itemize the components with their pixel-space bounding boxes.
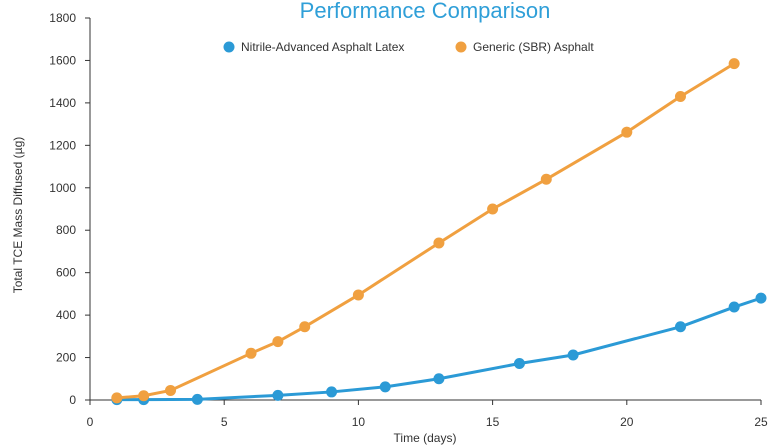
y-tick-label: 1200 <box>49 138 76 152</box>
y-axis-title: Total TCE Mass Diffused (µg) <box>11 137 25 294</box>
y-tick-label: 1800 <box>49 11 76 25</box>
data-point-sbr[interactable] <box>111 392 123 404</box>
y-tick-label: 400 <box>56 308 76 322</box>
data-point-sbr[interactable] <box>540 173 552 185</box>
legend-marker-nitrile <box>223 41 235 53</box>
x-axis-ticks: 0 5 10 15 20 25 <box>87 400 768 429</box>
y-tick-label: 1600 <box>49 53 76 67</box>
data-point-nitrile[interactable] <box>191 393 203 405</box>
series-line-sbr <box>115 62 736 400</box>
axes <box>89 18 761 401</box>
chart-title: Performance Comparison <box>300 0 551 23</box>
data-point-sbr[interactable] <box>245 347 257 359</box>
data-point-nitrile[interactable] <box>567 349 579 361</box>
y-tick-label: 200 <box>56 351 76 365</box>
x-axis-title: Time (days) <box>394 431 457 445</box>
x-tick-label: 15 <box>486 415 500 429</box>
data-point-nitrile[interactable] <box>379 381 391 393</box>
y-tick-label: 1400 <box>49 96 76 110</box>
legend-label-nitrile: Nitrile-Advanced Asphalt Latex <box>241 40 404 54</box>
x-tick-label: 20 <box>620 415 634 429</box>
data-point-nitrile[interactable] <box>513 357 525 369</box>
x-tick-label: 10 <box>352 415 366 429</box>
data-point-sbr[interactable] <box>138 390 150 402</box>
data-point-nitrile[interactable] <box>674 321 686 333</box>
data-point-sbr[interactable] <box>674 91 686 103</box>
x-tick-label: 5 <box>221 415 228 429</box>
data-point-sbr[interactable] <box>352 289 364 301</box>
data-point-nitrile[interactable] <box>272 389 284 401</box>
data-point-sbr[interactable] <box>728 58 740 70</box>
data-point-sbr[interactable] <box>272 336 284 348</box>
legend-item-sbr: Generic (SBR) Asphalt <box>455 40 594 54</box>
data-point-sbr[interactable] <box>621 126 633 138</box>
data-point-nitrile[interactable] <box>326 386 338 398</box>
legend-marker-sbr <box>455 41 467 53</box>
data-point-nitrile[interactable] <box>433 373 445 385</box>
legend: Nitrile-Advanced Asphalt Latex Generic (… <box>223 40 594 54</box>
data-point-sbr[interactable] <box>299 321 311 333</box>
data-point-nitrile[interactable] <box>728 301 740 313</box>
data-point-nitrile[interactable] <box>755 292 767 304</box>
series-nitrile <box>111 292 767 406</box>
y-axis-ticks: 0 200 400 600 800 1000 1200 1400 1600 1800 <box>49 11 90 407</box>
data-point-sbr[interactable] <box>165 384 177 396</box>
y-tick-label: 600 <box>56 266 76 280</box>
legend-item-nitrile: Nitrile-Advanced Asphalt Latex <box>223 40 404 54</box>
series-layer <box>111 58 767 406</box>
y-tick-label: 1000 <box>49 181 76 195</box>
data-point-sbr[interactable] <box>433 237 445 249</box>
y-tick-label: 0 <box>69 393 76 407</box>
legend-label-sbr: Generic (SBR) Asphalt <box>473 40 594 54</box>
series-line-nitrile <box>115 296 763 402</box>
data-point-sbr[interactable] <box>487 203 499 215</box>
x-tick-label: 0 <box>87 415 94 429</box>
y-tick-label: 800 <box>56 223 76 237</box>
x-tick-label: 25 <box>754 415 768 429</box>
series-sbr <box>111 58 740 404</box>
